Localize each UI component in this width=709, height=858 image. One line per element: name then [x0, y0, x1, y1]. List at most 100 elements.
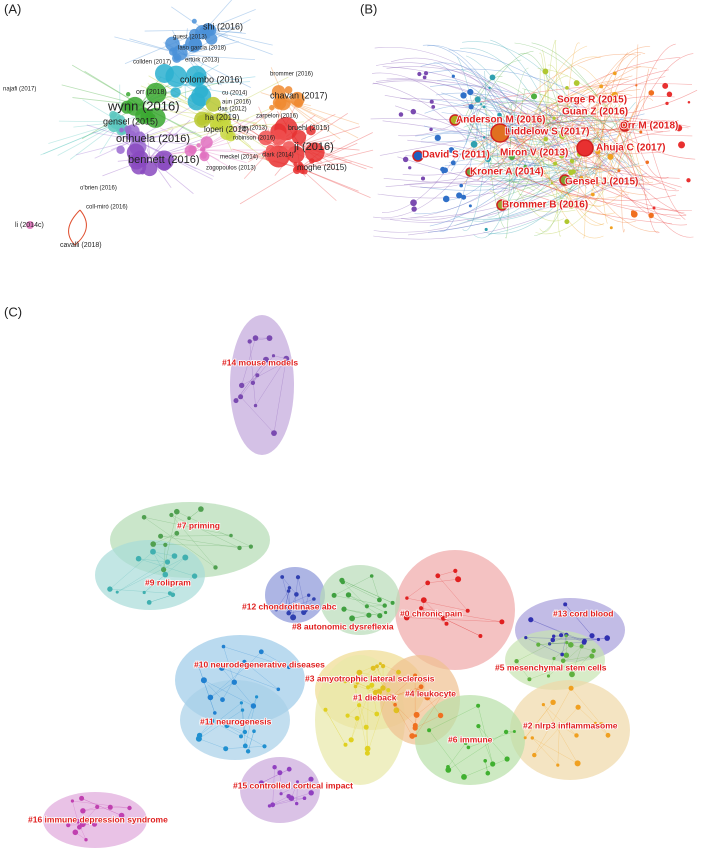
edge — [530, 619, 585, 642]
node — [125, 92, 131, 97]
node — [271, 85, 286, 99]
edge — [490, 137, 663, 155]
edge — [149, 119, 191, 159]
edge — [568, 66, 658, 108]
edge — [619, 53, 694, 160]
edge — [371, 72, 474, 129]
edge — [280, 778, 312, 794]
node — [167, 591, 172, 596]
node-label: Sorge R (2015) — [557, 95, 627, 106]
node — [548, 642, 552, 646]
node — [118, 812, 125, 819]
node — [369, 574, 374, 578]
edge — [77, 821, 87, 840]
node — [497, 112, 502, 118]
node — [239, 701, 243, 705]
node — [612, 71, 617, 76]
node — [270, 802, 276, 808]
edge — [198, 709, 243, 739]
edge — [604, 83, 643, 180]
edge — [453, 147, 603, 169]
edge — [635, 44, 639, 118]
node — [559, 132, 566, 140]
edge — [565, 604, 593, 636]
node — [150, 549, 156, 555]
edge — [355, 665, 384, 687]
node — [340, 579, 345, 585]
edge — [359, 672, 390, 679]
edge — [348, 594, 386, 613]
edge — [595, 150, 688, 226]
node — [468, 104, 474, 110]
node — [631, 210, 635, 214]
edge — [493, 79, 629, 174]
node — [461, 774, 467, 780]
edge — [184, 41, 240, 56]
edge — [502, 148, 529, 194]
node — [617, 169, 621, 173]
node — [272, 96, 287, 110]
node — [550, 182, 554, 185]
edge — [139, 103, 179, 106]
node — [607, 153, 614, 160]
node-label: Brommer B (2016) — [502, 200, 588, 211]
edge — [444, 163, 580, 172]
node — [422, 75, 427, 80]
edge — [82, 807, 111, 812]
edge — [597, 100, 618, 174]
edge — [381, 122, 579, 220]
edge — [292, 577, 299, 618]
node — [200, 152, 207, 159]
edge — [226, 725, 245, 733]
node — [503, 729, 509, 735]
edge — [488, 102, 518, 174]
node — [409, 733, 416, 739]
node — [476, 703, 481, 708]
node — [239, 734, 243, 739]
edge — [476, 163, 640, 180]
node — [163, 542, 168, 548]
node — [530, 93, 538, 100]
node — [364, 604, 369, 609]
node — [377, 597, 382, 603]
edge — [518, 145, 616, 198]
node-label: gensel (2015) — [103, 116, 158, 126]
edge — [484, 70, 488, 156]
node — [197, 664, 201, 668]
edge — [163, 544, 166, 570]
node — [331, 592, 337, 598]
cluster-label: #8 autonomic dysreflexia — [292, 621, 394, 631]
cluster-label: #16 immune depression syndrome — [28, 814, 168, 824]
node — [355, 681, 359, 685]
edge — [596, 114, 677, 190]
edge — [146, 132, 151, 159]
edge — [373, 136, 488, 219]
edge — [539, 158, 562, 167]
cluster-label: #9 rolipram — [145, 577, 191, 587]
edge — [371, 575, 380, 600]
edge — [221, 667, 254, 707]
edge — [433, 62, 491, 169]
node — [271, 354, 276, 358]
node — [263, 356, 269, 363]
node-label: meckel (2014) — [220, 155, 258, 161]
edge — [297, 577, 306, 611]
edge — [571, 646, 582, 675]
edge — [138, 558, 168, 563]
edge — [482, 163, 563, 221]
edge — [441, 92, 526, 150]
node — [552, 116, 556, 120]
edge — [241, 338, 256, 386]
edge — [71, 64, 141, 106]
panel-label: (C) — [4, 304, 22, 319]
edge — [506, 137, 556, 145]
edge — [282, 576, 297, 595]
labels: (A) (B) (C) shi (2016) guest (2013) laso g… — [3, 1, 679, 825]
node — [389, 694, 395, 700]
node-label: o'brien (2016) — [80, 186, 117, 192]
node — [302, 796, 307, 800]
node — [564, 219, 570, 225]
edge — [406, 597, 468, 611]
edge — [394, 704, 416, 726]
